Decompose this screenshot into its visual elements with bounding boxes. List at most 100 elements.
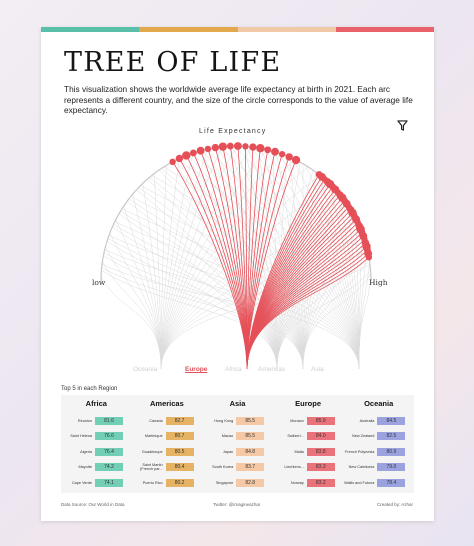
country-circle[interactable] xyxy=(242,143,249,150)
color-bar-segment xyxy=(237,27,336,32)
value-bar: 83.3 xyxy=(306,463,335,472)
country-name: Norway xyxy=(290,480,304,485)
highlighted-arc xyxy=(246,256,370,370)
funnel-icon[interactable] xyxy=(397,120,408,131)
background-arc xyxy=(160,196,342,370)
value-bar: 81.6 xyxy=(95,416,123,425)
table-row[interactable]: Liechtens... 83.3 xyxy=(273,460,344,476)
country-circle[interactable] xyxy=(175,154,184,163)
region-label-europe[interactable]: Europe xyxy=(185,366,208,373)
background-arc xyxy=(158,169,278,370)
value-bar: 76.4 xyxy=(95,447,123,456)
country-circle[interactable] xyxy=(256,144,265,153)
country-name: South Korea xyxy=(212,465,234,470)
table-row[interactable]: Martinique 80.7 xyxy=(132,429,203,445)
country-circle[interactable] xyxy=(233,142,242,150)
table-row[interactable]: Cape Verde 74.1 xyxy=(61,475,132,491)
background-arc xyxy=(358,276,372,370)
country-name: Saint Helena xyxy=(70,434,92,439)
background-arc xyxy=(123,206,162,370)
country-name: Martinique xyxy=(144,434,163,439)
table-row[interactable]: New Zealand 82.5 xyxy=(343,429,414,445)
country-circle[interactable] xyxy=(264,146,272,154)
background-arc xyxy=(276,270,371,370)
country-circle[interactable] xyxy=(226,142,234,150)
table-row[interactable]: Macao 85.5 xyxy=(202,429,273,445)
country-circle[interactable] xyxy=(182,151,191,160)
top5-title: Top 5 in each Region xyxy=(61,386,118,392)
table-row[interactable]: Monaco 85.9 xyxy=(273,413,344,429)
country-name: New Zealand xyxy=(352,434,375,439)
table-row[interactable]: Singapore 82.8 xyxy=(202,475,273,491)
country-circle[interactable] xyxy=(285,153,293,161)
region-label-americas[interactable]: Americas xyxy=(258,366,286,373)
country-circle[interactable] xyxy=(204,145,212,153)
value-bar: 74.2 xyxy=(95,463,123,472)
table-row[interactable]: Reunion 81.6 xyxy=(61,413,132,429)
background-arc xyxy=(109,232,162,370)
axis-low-label: low xyxy=(92,278,106,287)
background-arc xyxy=(160,146,223,370)
country-name: Guadeloupe xyxy=(141,449,163,454)
country-circle[interactable] xyxy=(291,155,301,165)
table-row[interactable]: Switzerl... 84.0 xyxy=(273,429,344,445)
region-label-asia[interactable]: Asia xyxy=(311,366,324,373)
table-row[interactable]: Malta 83.8 xyxy=(273,444,344,460)
region-heading: Asia xyxy=(229,399,246,408)
region-column-europe: Europe Monaco 85.9 Switzerl... 84.0 Malta 83.8… xyxy=(273,395,344,493)
table-row[interactable]: Hong Kong 85.5 xyxy=(202,413,273,429)
arc-title: Life Expectancy xyxy=(199,128,267,135)
table-row[interactable]: Saint Martin (French par... 80.4 xyxy=(132,460,203,476)
background-arc xyxy=(201,150,304,370)
table-row[interactable]: Australia 84.5 xyxy=(343,413,414,429)
country-name: Puerto Rico xyxy=(142,480,163,485)
country-circle[interactable] xyxy=(211,143,220,152)
table-row[interactable]: Canada 82.7 xyxy=(132,413,203,429)
country-circle[interactable] xyxy=(278,150,286,158)
region-column-africa: Africa Reunion 81.6 Saint Helena 76.6 Algeria… xyxy=(61,395,132,493)
table-row[interactable]: Saint Helena 76.6 xyxy=(61,429,132,445)
infographic-card: TREE OF LIFE This visualization shows th… xyxy=(41,27,434,521)
table-row[interactable]: French Polynesia 80.9 xyxy=(343,444,414,460)
background-arc xyxy=(276,170,314,370)
background-arc xyxy=(328,183,360,370)
tree-chart xyxy=(100,142,373,370)
background-arc xyxy=(103,255,278,370)
value-bar: 85.5 xyxy=(236,432,265,441)
table-row[interactable]: New Caledonia 79.0 xyxy=(343,460,414,476)
country-circle[interactable] xyxy=(249,143,257,151)
table-row[interactable]: South Korea 83.7 xyxy=(202,460,273,476)
region-label-africa[interactable]: Africa xyxy=(225,366,242,373)
background-arc xyxy=(228,146,278,370)
country-circle[interactable] xyxy=(196,146,205,155)
background-arc xyxy=(100,276,162,370)
background-arc xyxy=(258,147,278,370)
country-name: Canada xyxy=(149,418,163,423)
footer-credit: Created by: Azhar xyxy=(377,502,414,507)
table-row[interactable]: Mayotte 74.2 xyxy=(61,460,132,476)
country-name: Algeria xyxy=(80,449,92,454)
country-name: Mayotte xyxy=(78,465,92,470)
table-row[interactable]: Guadeloupe 80.5 xyxy=(132,444,203,460)
footer-source: Data Source: Our World in Data xyxy=(61,502,125,507)
country-circle[interactable] xyxy=(218,142,228,151)
table-row[interactable]: Japan 84.8 xyxy=(202,444,273,460)
background-arc xyxy=(219,146,360,370)
region-heading: Africa xyxy=(85,399,107,408)
country-circle[interactable] xyxy=(271,147,279,156)
table-row[interactable]: Norway 83.2 xyxy=(273,475,344,491)
table-row[interactable]: Algeria 76.4 xyxy=(61,444,132,460)
table-row[interactable]: Wallis and Futuna 78.4 xyxy=(343,475,414,491)
background-arc xyxy=(276,179,326,370)
country-circle[interactable] xyxy=(169,158,176,166)
table-row[interactable]: Puerto Rico 80.2 xyxy=(132,475,203,491)
country-circle[interactable] xyxy=(189,149,197,157)
background-arc xyxy=(198,150,278,370)
background-arc xyxy=(263,148,360,370)
country-name: Saint Martin (French par... xyxy=(140,463,163,472)
region-label-oceania[interactable]: Oceania xyxy=(133,366,158,373)
background-arc xyxy=(216,147,304,370)
description: This visualization shows the worldwide a… xyxy=(64,84,413,115)
background-arc xyxy=(120,211,304,370)
country-circle[interactable] xyxy=(365,254,373,261)
